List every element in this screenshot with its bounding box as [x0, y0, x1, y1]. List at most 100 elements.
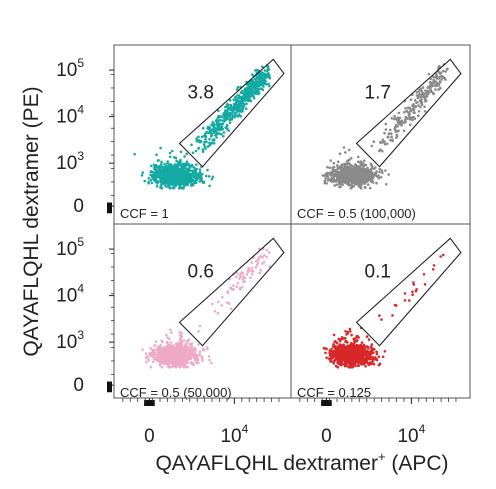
event-point: [204, 174, 208, 178]
event-point: [338, 185, 341, 189]
event-point: [421, 86, 425, 89]
event-point: [341, 356, 344, 359]
event-point: [347, 148, 351, 152]
event-point: [432, 264, 436, 267]
event-point: [227, 107, 230, 111]
event-point: [343, 355, 346, 358]
event-point: [365, 357, 369, 360]
event-point: [167, 362, 171, 365]
event-point: [149, 178, 153, 182]
event-point: [240, 271, 244, 274]
event-point: [161, 346, 164, 350]
event-point: [342, 175, 346, 178]
ccf-label: CCF = 1: [120, 206, 169, 221]
event-point: [353, 361, 357, 365]
event-point: [366, 183, 370, 186]
event-point: [396, 116, 400, 119]
event-point: [252, 96, 256, 100]
event-point: [346, 181, 350, 184]
event-point: [437, 77, 441, 80]
event-point: [174, 365, 177, 368]
event-point: [362, 159, 366, 162]
event-point: [350, 178, 354, 181]
event-point: [185, 152, 188, 156]
event-point: [415, 101, 418, 104]
event-point: [168, 170, 172, 174]
event-point: [372, 348, 375, 351]
event-point: [178, 331, 181, 334]
event-point: [381, 171, 384, 175]
event-point: [208, 141, 211, 145]
event-point: [378, 167, 382, 171]
event-point: [415, 288, 418, 291]
event-point: [420, 98, 423, 101]
event-point: [224, 126, 227, 129]
event-point: [215, 118, 219, 121]
event-point: [345, 171, 349, 174]
event-point: [349, 361, 353, 364]
event-point: [234, 101, 238, 104]
event-point: [201, 348, 205, 351]
event-point: [166, 160, 170, 163]
event-point: [164, 362, 167, 366]
event-point: [179, 160, 182, 164]
event-point: [208, 137, 211, 141]
event-point: [147, 358, 151, 362]
event-point: [172, 177, 175, 181]
event-point: [423, 283, 427, 286]
event-point: [238, 273, 242, 276]
event-point: [143, 179, 147, 183]
event-point: [173, 173, 177, 176]
event-point: [388, 128, 392, 132]
event-point: [165, 348, 169, 352]
event-point: [332, 343, 335, 346]
event-point: [353, 179, 356, 182]
event-point: [217, 109, 220, 113]
event-point: [334, 179, 338, 183]
event-point: [146, 355, 149, 359]
event-point: [156, 359, 159, 363]
event-point: [236, 103, 239, 106]
event-point: [364, 176, 367, 180]
event-point: [198, 353, 201, 356]
event-point: [199, 139, 203, 143]
event-point: [372, 173, 375, 177]
event-point: [240, 97, 243, 100]
event-point: [258, 271, 262, 275]
panel-bottom-left: 0.6 CCF = 0.5 (50,000): [120, 237, 285, 400]
event-point: [254, 266, 258, 269]
gate-polygon: [178, 237, 285, 347]
event-point: [195, 140, 199, 143]
event-point: [185, 342, 188, 345]
event-point: [434, 75, 438, 78]
event-point: [341, 344, 344, 347]
event-point: [157, 350, 161, 353]
event-point: [340, 336, 344, 339]
event-point: [374, 356, 377, 359]
y-tick-label: 104: [56, 103, 84, 128]
event-point: [187, 357, 190, 361]
event-point: [245, 93, 249, 97]
event-point: [268, 74, 271, 78]
event-point: [160, 365, 164, 369]
event-point: [156, 182, 159, 185]
event-point: [394, 304, 398, 307]
event-point: [155, 184, 159, 188]
event-point: [349, 186, 353, 190]
event-point: [335, 183, 339, 186]
event-point: [238, 105, 241, 109]
event-point: [163, 162, 166, 166]
event-point: [260, 262, 264, 265]
event-point: [373, 358, 376, 361]
event-point: [404, 107, 407, 110]
event-point: [170, 331, 173, 335]
event-point: [189, 177, 193, 181]
y-tick-exponent: 5: [77, 56, 84, 70]
event-point: [387, 173, 391, 176]
event-point: [435, 81, 438, 85]
event-point: [224, 105, 227, 109]
event-point: [427, 72, 431, 76]
event-point: [412, 281, 415, 284]
event-point: [358, 345, 362, 349]
event-point: [167, 359, 170, 363]
